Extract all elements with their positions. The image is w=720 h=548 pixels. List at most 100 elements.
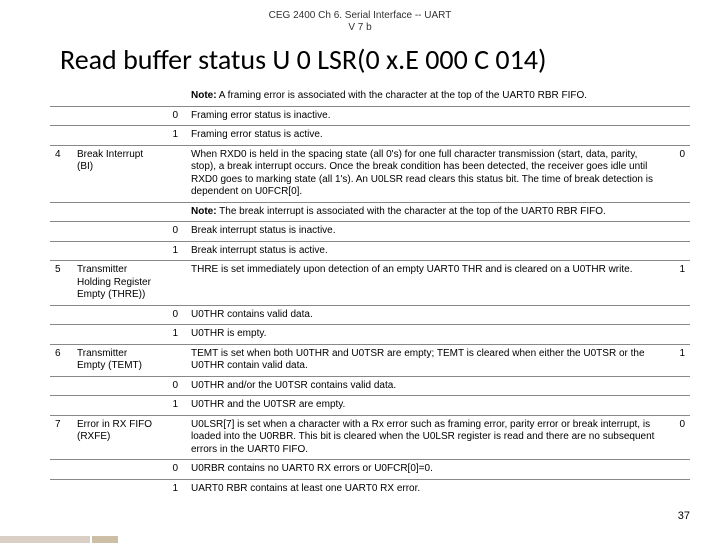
desc-cell: U0THR and the U0TSR are empty. — [186, 396, 664, 416]
bit-cell: 7 — [50, 415, 72, 460]
bit-cell — [50, 305, 72, 325]
name-cell — [72, 106, 162, 126]
reset-cell — [664, 202, 690, 222]
reset-cell — [664, 396, 690, 416]
table-row: 1U0THR and the U0TSR are empty. — [50, 396, 690, 416]
name-cell — [72, 325, 162, 345]
name-cell — [72, 305, 162, 325]
desc-cell: THRE is set immediately upon detection o… — [186, 261, 664, 306]
desc-cell: Note: The break interrupt is associated … — [186, 202, 664, 222]
desc-cell: Break interrupt status is inactive. — [186, 222, 664, 242]
desc-cell: U0THR is empty. — [186, 325, 664, 345]
bit-cell: 5 — [50, 261, 72, 306]
bit-cell — [50, 241, 72, 261]
name-cell — [72, 222, 162, 242]
bit-cell — [50, 460, 72, 480]
name-cell — [72, 460, 162, 480]
name-cell — [72, 479, 162, 498]
desc-cell: U0LSR[7] is set when a character with a … — [186, 415, 664, 460]
reset-cell — [664, 106, 690, 126]
name-cell — [72, 241, 162, 261]
bit-cell — [50, 325, 72, 345]
value-cell: 1 — [162, 396, 186, 416]
register-table: Note: A framing error is associated with… — [50, 87, 690, 498]
value-cell — [162, 415, 186, 460]
header-line2: V 7 b — [348, 22, 371, 33]
table-row: 1U0THR is empty. — [50, 325, 690, 345]
desc-cell: Note: A framing error is associated with… — [186, 87, 664, 106]
reset-cell — [664, 460, 690, 480]
reset-cell — [664, 376, 690, 396]
table-row: 1Break interrupt status is active. — [50, 241, 690, 261]
value-cell: 0 — [162, 460, 186, 480]
desc-cell: U0RBR contains no UART0 RX errors or U0F… — [186, 460, 664, 480]
reset-cell — [664, 222, 690, 242]
name-cell — [72, 376, 162, 396]
name-cell: Break Interrupt (BI) — [72, 145, 162, 202]
header-line1: CEG 2400 Ch 6. Serial Interface -- UART — [269, 10, 452, 21]
bit-cell — [50, 87, 72, 106]
value-cell: 0 — [162, 106, 186, 126]
table-row: 0U0RBR contains no UART0 RX errors or U0… — [50, 460, 690, 480]
value-cell: 1 — [162, 241, 186, 261]
value-cell: 0 — [162, 222, 186, 242]
value-cell: 1 — [162, 126, 186, 146]
bit-cell — [50, 106, 72, 126]
header-subtitle: CEG 2400 Ch 6. Serial Interface -- UART … — [0, 0, 720, 34]
table-row: 0U0THR contains valid data. — [50, 305, 690, 325]
table-row: 1Framing error status is active. — [50, 126, 690, 146]
value-cell — [162, 344, 186, 376]
reset-cell: 1 — [664, 261, 690, 306]
value-cell: 0 — [162, 376, 186, 396]
footer-decoration — [0, 530, 118, 540]
table-row: 7Error in RX FIFO (RXFE) U0LSR[7] is set … — [50, 415, 690, 460]
name-cell: Error in RX FIFO (RXFE) — [72, 415, 162, 460]
name-cell: Transmitter Holding Register Empty (THRE… — [72, 261, 162, 306]
bit-cell — [50, 202, 72, 222]
reset-cell — [664, 87, 690, 106]
name-cell — [72, 396, 162, 416]
value-cell: 1 — [162, 479, 186, 498]
value-cell — [162, 145, 186, 202]
page-title: Read buffer status U 0 LSR(0 x.E 000 C 0… — [0, 34, 720, 87]
table-row: 1UART0 RBR contains at least one UART0 R… — [50, 479, 690, 498]
name-cell: Transmitter Empty (TEMT) — [72, 344, 162, 376]
bit-cell — [50, 222, 72, 242]
desc-cell: Framing error status is active. — [186, 126, 664, 146]
table-row: 0Break interrupt status is inactive. — [50, 222, 690, 242]
bit-cell — [50, 376, 72, 396]
desc-cell: U0THR and/or the U0TSR contains valid da… — [186, 376, 664, 396]
table-row: 4Break Interrupt (BI) When RXD0 is held i… — [50, 145, 690, 202]
reset-cell: 0 — [664, 145, 690, 202]
value-cell — [162, 202, 186, 222]
table-row: 0U0THR and/or the U0TSR contains valid d… — [50, 376, 690, 396]
name-cell — [72, 87, 162, 106]
desc-cell: Framing error status is inactive. — [186, 106, 664, 126]
register-table-wrap: Note: A framing error is associated with… — [0, 87, 720, 498]
name-cell — [72, 126, 162, 146]
bit-cell — [50, 126, 72, 146]
table-row: 0Framing error status is inactive. — [50, 106, 690, 126]
name-cell — [72, 202, 162, 222]
table-row: 5Transmitter Holding Register Empty (THR… — [50, 261, 690, 306]
reset-cell — [664, 479, 690, 498]
desc-cell: UART0 RBR contains at least one UART0 RX… — [186, 479, 664, 498]
reset-cell: 1 — [664, 344, 690, 376]
bit-cell — [50, 396, 72, 416]
value-cell — [162, 261, 186, 306]
reset-cell — [664, 126, 690, 146]
desc-cell: TEMT is set when both U0THR and U0TSR ar… — [186, 344, 664, 376]
value-cell: 0 — [162, 305, 186, 325]
reset-cell — [664, 325, 690, 345]
table-row: 6Transmitter Empty (TEMT) TEMT is set whe… — [50, 344, 690, 376]
desc-cell: When RXD0 is held in the spacing state (… — [186, 145, 664, 202]
table-row: Note: The break interrupt is associated … — [50, 202, 690, 222]
table-row: Note: A framing error is associated with… — [50, 87, 690, 106]
bit-cell: 4 — [50, 145, 72, 202]
reset-cell: 0 — [664, 415, 690, 460]
bit-cell — [50, 479, 72, 498]
bit-cell: 6 — [50, 344, 72, 376]
value-cell — [162, 87, 186, 106]
page-number: 37 — [678, 510, 690, 522]
reset-cell — [664, 305, 690, 325]
